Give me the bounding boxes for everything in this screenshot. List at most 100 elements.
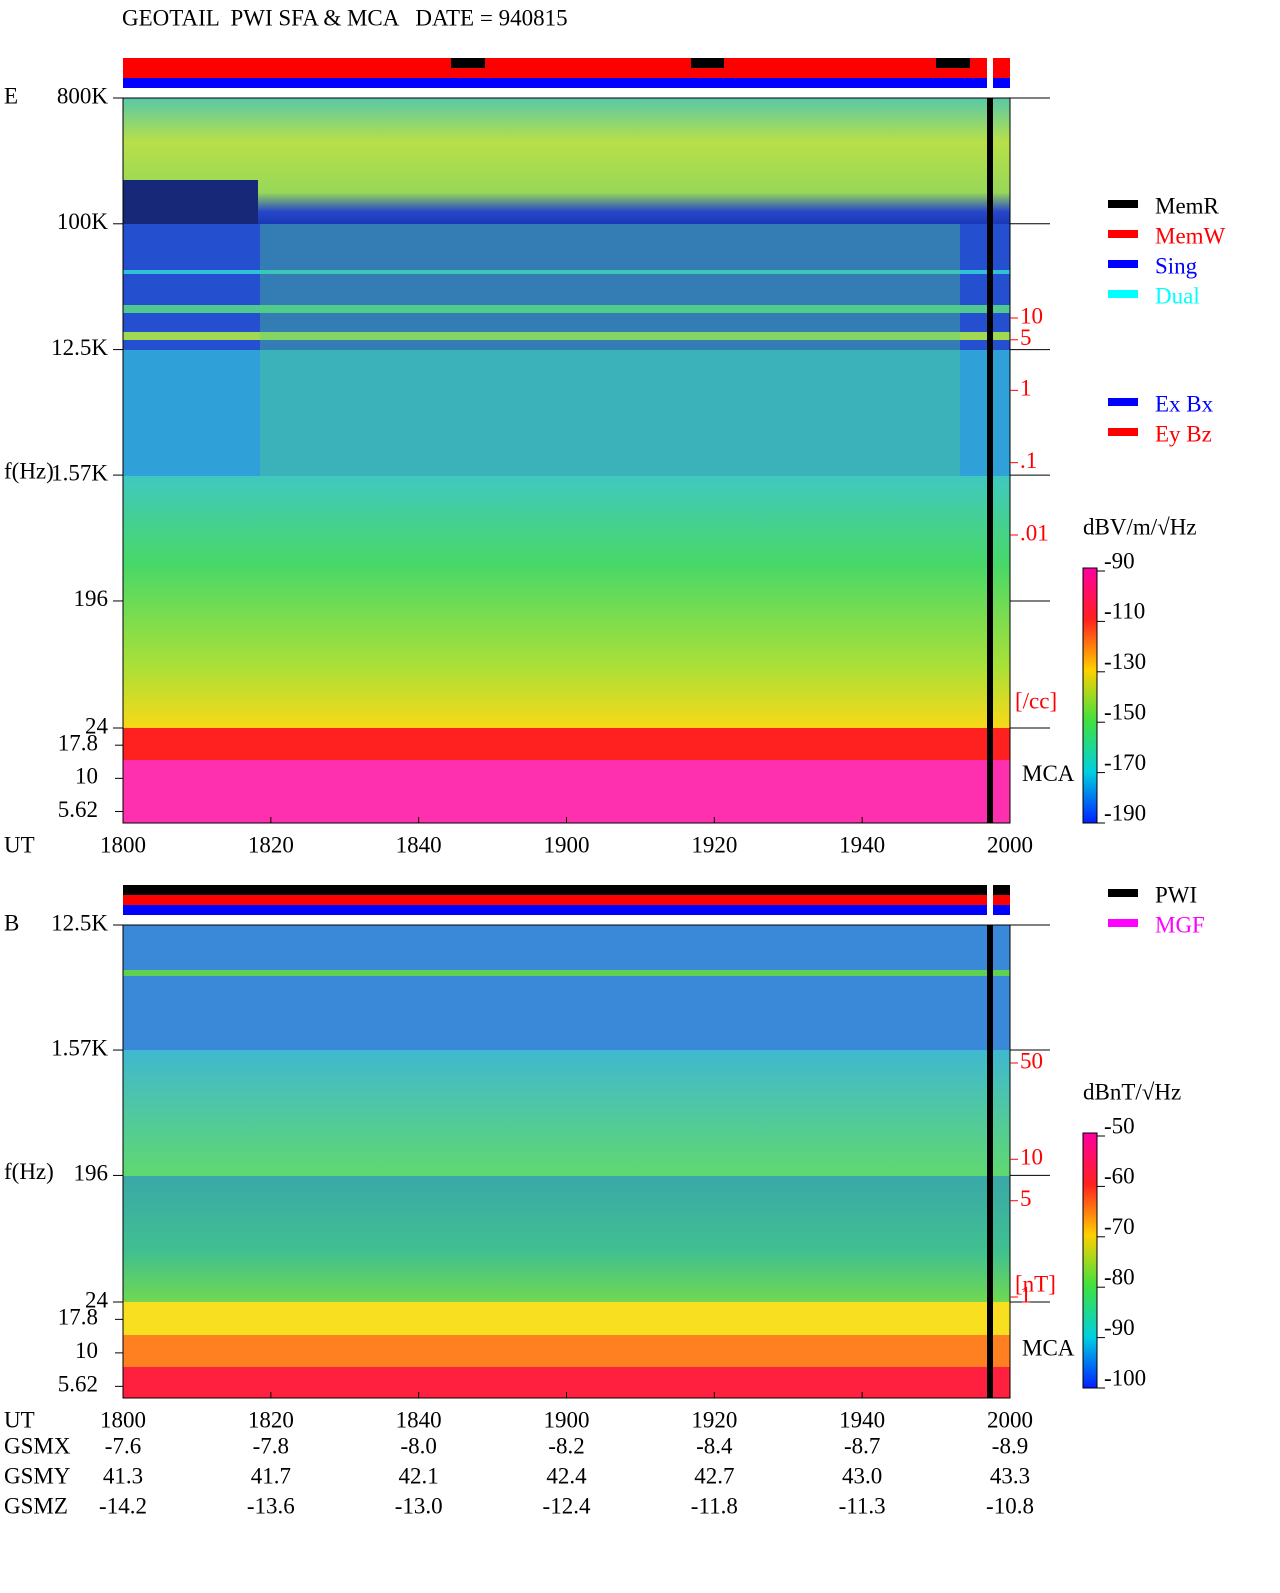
orbit-value: -8.4: [696, 1433, 733, 1458]
right-axis-tick-label: 1: [1020, 1282, 1032, 1307]
x-tick-label: 1820: [248, 832, 294, 857]
legend-label: Ex Bx: [1155, 391, 1214, 416]
colorbar-tick-label: -80: [1104, 1264, 1135, 1289]
orbit-value: -13.0: [395, 1493, 443, 1518]
legend-swatch: [1108, 230, 1138, 238]
x-tick-label: 1840: [396, 1407, 442, 1432]
y-tick-label: 24: [85, 713, 109, 738]
mca-tick-label: 5.62: [58, 1372, 98, 1397]
legend-label: Sing: [1155, 253, 1198, 278]
x-tick-label: 1940: [839, 832, 885, 857]
legend-swatch: [1108, 398, 1138, 406]
y-tick-label: 196: [74, 586, 109, 611]
legend-swatch: [1108, 919, 1138, 927]
x-axis-label: UT: [4, 1407, 35, 1432]
right-axis-tick-label: 5: [1020, 1186, 1032, 1211]
legend-label: MemW: [1155, 223, 1226, 248]
legend-label: PWI: [1155, 882, 1197, 907]
x-tick-label: 2000: [987, 832, 1033, 857]
orbit-value: 43.0: [842, 1463, 882, 1488]
x-tick-label: 1940: [839, 1407, 885, 1432]
right-axis-tick-label: .1: [1020, 448, 1037, 473]
legend-swatch: [1108, 260, 1138, 268]
legend-label: Dual: [1155, 283, 1200, 308]
legend-swatch: [1108, 290, 1138, 298]
colorbar-tick-label: -90: [1104, 548, 1135, 573]
colorbar-tick-label: -90: [1104, 1315, 1135, 1340]
orbit-value: 42.1: [399, 1463, 439, 1488]
mca-tick-label: 10: [75, 1338, 98, 1363]
y-tick-label: 24: [85, 1287, 109, 1312]
colorbar-tick-label: -100: [1104, 1365, 1146, 1390]
right-axis-tick-label: 1: [1020, 376, 1032, 401]
x-tick-label: 1900: [544, 1407, 590, 1432]
x-tick-label: 1820: [248, 1407, 294, 1432]
colorbar: [1082, 1132, 1098, 1389]
orbit-value: 41.3: [103, 1463, 143, 1488]
orbit-value: -11.8: [691, 1493, 738, 1518]
orbit-row-label: GSMZ: [4, 1493, 68, 1518]
orbit-value: -12.4: [543, 1493, 591, 1518]
right-axis-tick-label: 10: [1020, 1145, 1043, 1170]
legend-swatch: [1108, 889, 1138, 897]
orbit-value: -7.6: [105, 1433, 141, 1458]
y-tick-label: 800K: [57, 83, 109, 108]
legend-label: Ey Bz: [1155, 421, 1212, 446]
colorbar-tick-label: -50: [1104, 1113, 1135, 1138]
orbit-value: 41.7: [251, 1463, 291, 1488]
orbit-value: -8.7: [844, 1433, 880, 1458]
status-bars: [123, 58, 1010, 88]
y-tick-label: 1.57K: [51, 460, 108, 485]
spectrogram: [123, 925, 1010, 1398]
orbit-value: -14.2: [99, 1493, 147, 1518]
panel-label: B: [4, 910, 19, 935]
x-tick-label: 2000: [987, 1407, 1033, 1432]
orbit-value: -8.9: [992, 1433, 1028, 1458]
y-tick-label: 1.57K: [51, 1035, 108, 1060]
x-tick-label: 1800: [100, 1407, 146, 1432]
legend-swatch: [1108, 428, 1138, 436]
mca-tick-label: 5.62: [58, 797, 98, 822]
x-tick-label: 1800: [100, 832, 146, 857]
colorbar-tick-label: -70: [1104, 1214, 1135, 1239]
colorbar-tick-label: -190: [1104, 800, 1146, 825]
x-axis-label: UT: [4, 832, 35, 857]
y-tick-label: 196: [74, 1161, 109, 1186]
colorbar-tick-label: -110: [1104, 599, 1145, 624]
orbit-row-label: GSMX: [4, 1433, 71, 1458]
mca-tick-label: 17.8: [58, 1305, 98, 1330]
right-axis-tick-label: 50: [1020, 1048, 1043, 1073]
mca-tick-label: 10: [75, 764, 98, 789]
x-tick-label: 1900: [544, 832, 590, 857]
spectrogram: [123, 98, 1010, 823]
mca-label: MCA: [1022, 761, 1075, 786]
orbit-value: -10.8: [986, 1493, 1034, 1518]
legend-label: MemR: [1155, 193, 1220, 218]
legend-label: MGF: [1155, 912, 1205, 937]
right-axis-tick-label: .01: [1020, 520, 1049, 545]
x-tick-label: 1920: [691, 832, 737, 857]
right-axis-tick-label: 5: [1020, 325, 1032, 350]
panel-label: E: [4, 83, 18, 108]
colorbar-tick-label: -150: [1104, 699, 1146, 724]
colorbar-tick-label: -130: [1104, 649, 1146, 674]
right-axis-unit: [/cc]: [1015, 688, 1057, 713]
orbit-value: -13.6: [247, 1493, 295, 1518]
orbit-value: -8.0: [400, 1433, 436, 1458]
orbit-value: -8.2: [548, 1433, 584, 1458]
right-axis-unit: [nT]: [1015, 1271, 1056, 1296]
x-tick-label: 1920: [691, 1407, 737, 1432]
y-tick-label: 12.5K: [51, 910, 108, 935]
colorbar-label: dBV/m/√Hz: [1083, 514, 1197, 539]
orbit-value: -7.8: [253, 1433, 289, 1458]
orbit-value: 43.3: [990, 1463, 1030, 1488]
mca-label: MCA: [1022, 1335, 1075, 1360]
y-tick-label: 100K: [57, 209, 109, 234]
colorbar-label: dBnT/√Hz: [1083, 1079, 1181, 1104]
right-axis-tick-label: 10: [1020, 303, 1043, 328]
mca-tick-label: 17.8: [58, 730, 98, 755]
legend-swatch: [1108, 200, 1138, 208]
orbit-row-label: GSMY: [4, 1463, 71, 1488]
